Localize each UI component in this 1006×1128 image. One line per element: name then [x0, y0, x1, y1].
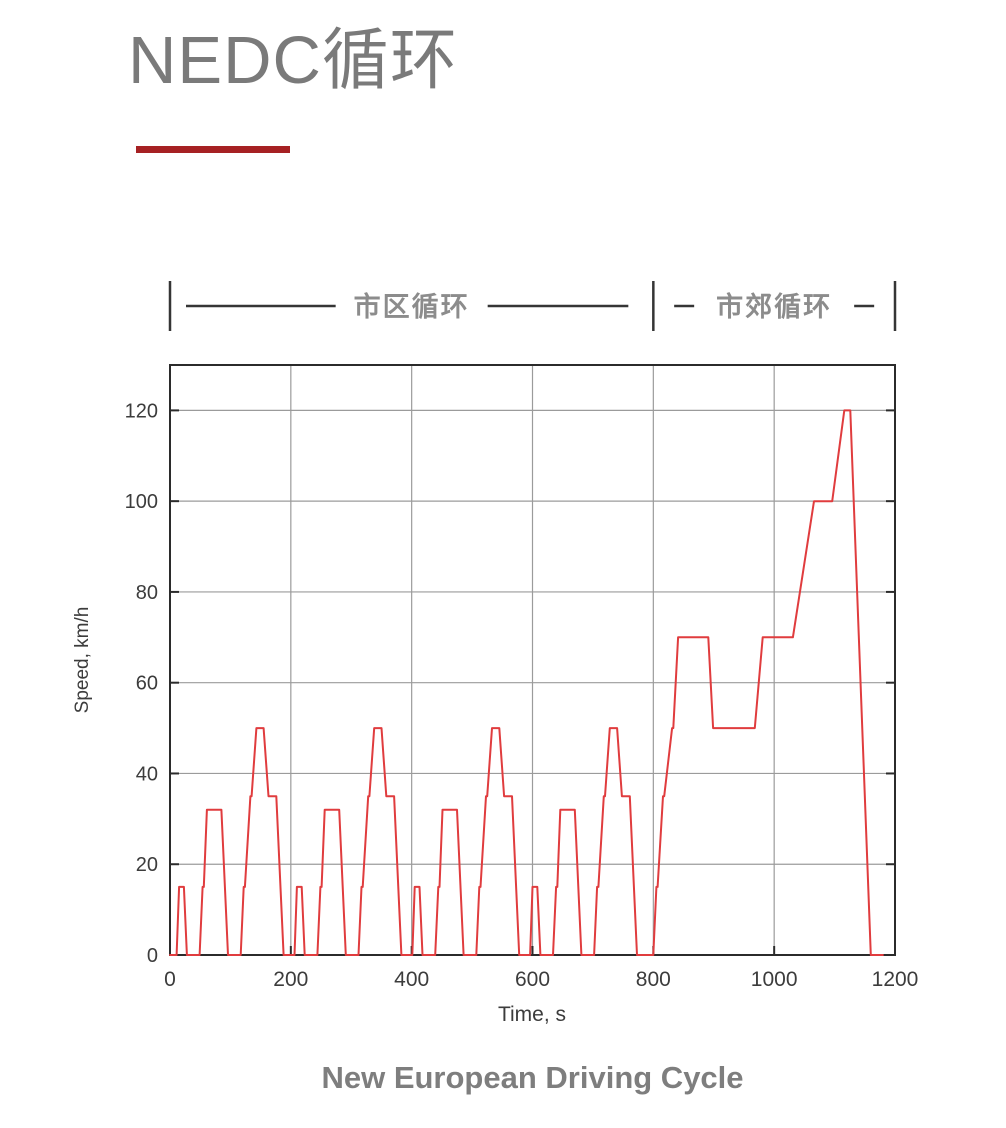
chart-caption: New European Driving Cycle	[321, 1060, 744, 1095]
page-title: NEDC循环	[128, 23, 458, 98]
y-tick-label: 20	[136, 854, 158, 876]
y-tick-label: 40	[136, 763, 158, 785]
section-label: 市区循环	[354, 291, 470, 322]
x-tick-label: 1000	[751, 968, 798, 991]
x-tick-label: 0	[164, 968, 176, 991]
section-label: 市郊循环	[716, 291, 832, 322]
x-tick-label: 400	[394, 968, 429, 991]
y-tick-label: 0	[147, 945, 158, 967]
speed-series-line	[169, 409, 884, 956]
x-tick-label: 200	[273, 968, 308, 991]
x-tick-label: 1200	[872, 968, 919, 991]
x-tick-label: 600	[515, 968, 550, 991]
y-tick-label: 100	[125, 491, 158, 513]
y-tick-label: 60	[136, 673, 158, 695]
y-tick-label: 120	[125, 400, 158, 422]
y-axis-title: Speed, km/h	[72, 607, 93, 714]
y-tick-label: 80	[136, 582, 158, 604]
x-tick-label: 800	[636, 968, 671, 991]
accent-underline	[136, 146, 290, 153]
x-axis-title: Time, s	[498, 1003, 566, 1026]
